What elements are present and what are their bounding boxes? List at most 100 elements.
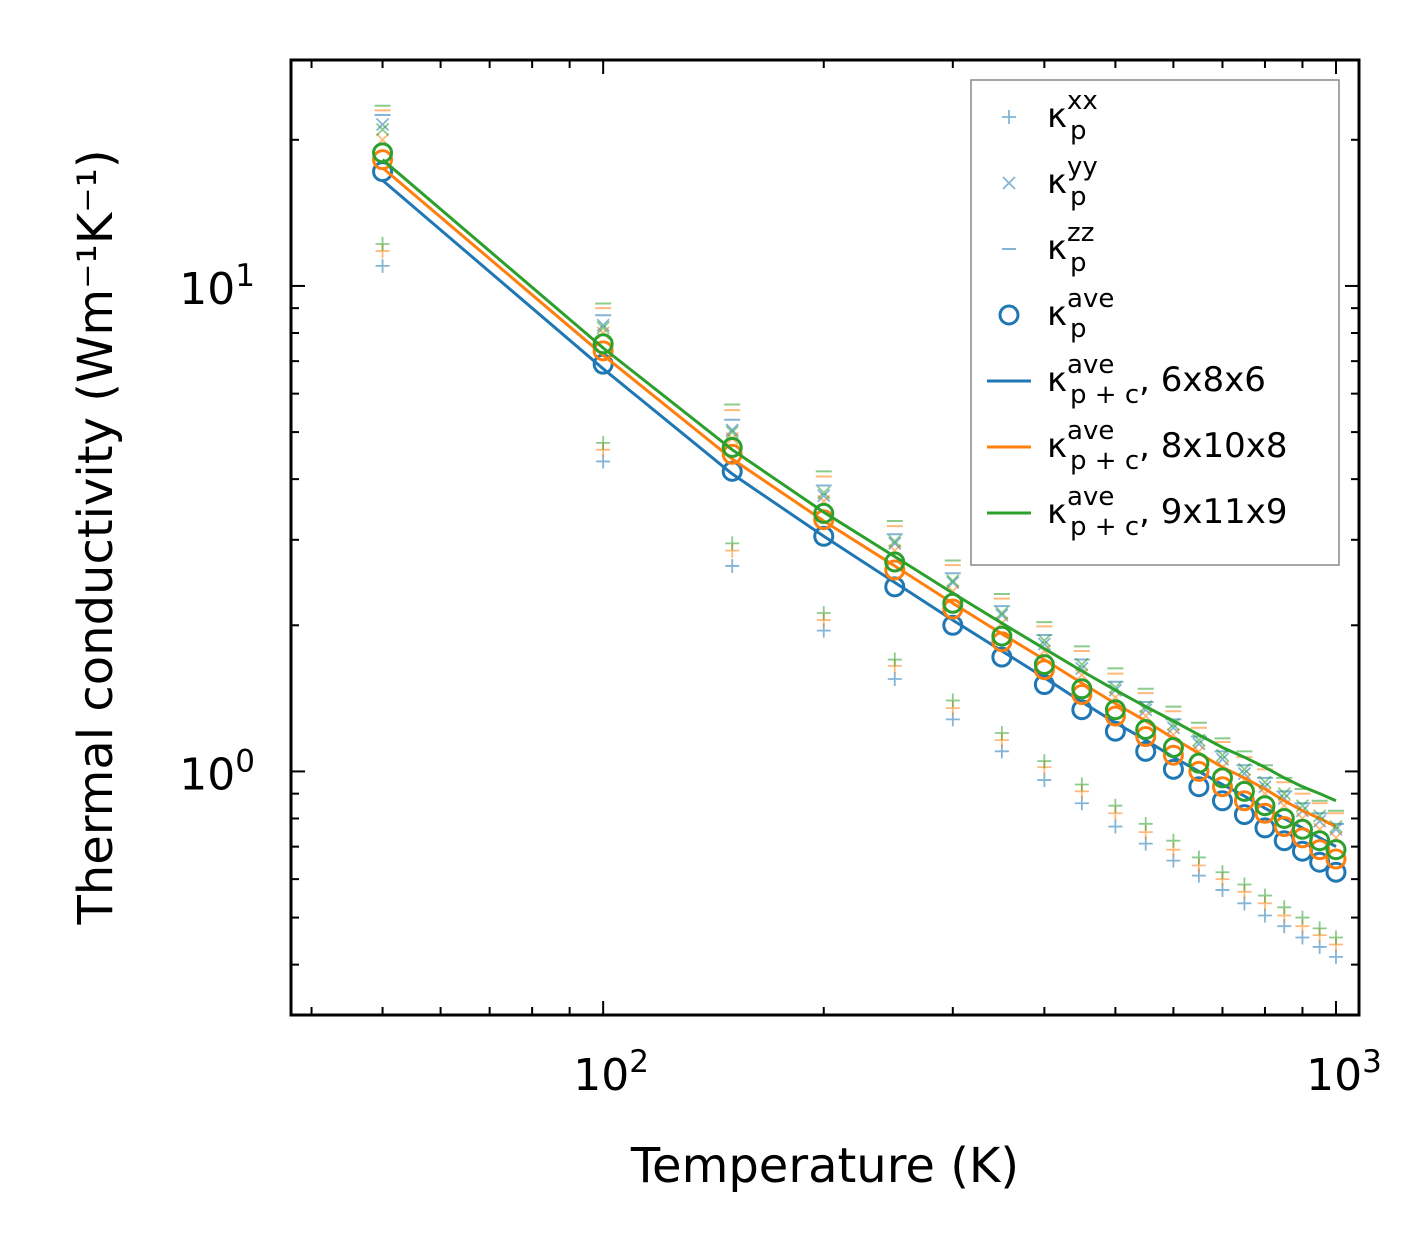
kappa-ave-point [1104,720,1126,742]
kappa-xx-point [1237,877,1252,892]
kappa-ave-point [1135,740,1157,762]
kappa-ave-point [1188,776,1210,798]
kappa-ave-point [1254,802,1276,824]
kappa-ave-point [1071,699,1093,721]
kappa-xx-point [1328,930,1343,945]
kappa-xx-point [1312,921,1327,936]
kappa-ave-point [1325,848,1347,870]
kappa-ave-point [372,142,394,164]
legend-marker-plus [1002,110,1016,124]
kappa-ave-point [372,149,394,171]
legend-label: κxx p [1047,86,1098,146]
kappa-xx-point [1074,777,1089,792]
kappa-yy-point [1329,819,1343,834]
y-tick-label: 100 [179,743,255,800]
kappa-xx-point [816,605,831,620]
kappa-yy-point [817,486,831,500]
kappa-xx-point [1257,908,1272,923]
kappa-ave-point [592,333,614,355]
legend-label: κyy p [1047,152,1098,212]
kappa-xx-point [887,652,902,667]
kappa-yy-point [1139,699,1153,714]
kappa-xx-point [1074,796,1089,811]
kappa-xx-point [887,672,902,687]
kappa-yy-point [995,606,1009,620]
kappa-ave-point [1233,780,1255,802]
kappa-yy-point [375,117,390,132]
x-axis-label: Temperature (K) [630,1138,1019,1194]
kappa-xx-point [725,558,740,573]
kappa-xx-point [1108,819,1123,834]
kappa-xx-point [994,725,1009,740]
legend-marker-circle [998,304,1020,326]
kappa-ave-point [1211,776,1233,798]
legend-box [970,79,1340,566]
kappa-ave-point [1291,818,1313,840]
kappa-ave-point [1071,684,1093,706]
legend-marker-cross [1002,176,1016,190]
kappa-xx-point [1108,798,1123,813]
kappa-xx-point [1037,773,1052,788]
kappa-yy-point [1075,668,1089,682]
kappa-ave-point [592,340,614,362]
kappa-yy-point [1075,657,1089,672]
kappa-ave-point [1104,699,1126,721]
legend-label: κzz p [1047,218,1094,278]
kappa-ave-point [1104,705,1126,727]
legend-label: κave p + c, 9x11x9 [1047,482,1288,542]
kappa-xx-point [1257,888,1272,903]
kappa-yy-point [1313,809,1327,823]
kappa-ave-point [1188,752,1210,774]
kappa-yy-point [375,122,390,137]
legend-entry: κyy p [1002,152,1098,212]
kappa-ave-point [884,551,906,573]
kappa-xx-point [1328,949,1343,964]
kappa-pc-line-9x11x9 [381,158,1337,803]
kappa-ave-point [1033,674,1055,696]
kappa-yy-point [946,574,960,588]
kappa-yy-point [1166,717,1181,732]
kappa-ave-point [1254,795,1276,817]
kappa-yy-point [817,488,831,503]
kappa-ave-point [1071,678,1093,700]
kappa-ave-point [1162,758,1184,780]
plot-frame [289,58,1361,1017]
kappa-yy-point [596,321,610,335]
kappa-ave-point [1325,861,1347,883]
kappa-ave-point [1033,654,1055,676]
kappa-ave-point [1309,839,1331,861]
kappa-ave-point [1233,804,1255,826]
tick-labels: 102 103 100 101 [179,258,1382,1101]
legend-entry: κave p [998,284,1114,344]
kappa-ave-point [991,646,1013,668]
kappa-ave-point [1135,719,1157,741]
legend-label: κave p [1047,284,1114,344]
kappa-ave-point [942,598,964,620]
legend-label: κave p + c, 8x10x8 [1047,416,1288,476]
kappa-xx-point [1215,865,1230,880]
kappa-xx-point [1037,754,1052,769]
kappa-xx-point [1138,816,1153,831]
kappa-yy-point [1277,787,1291,801]
kappa-xx-point [1166,833,1181,848]
kappa-ave-point [1273,807,1295,829]
kappa-xx-point [1191,850,1206,865]
kappa-ave-point [1309,830,1331,852]
x-tick-label: 103 [1306,1044,1382,1101]
legend-label: κave p + c, 6x8x6 [1047,350,1266,410]
kappa-pc-line-8x10x8 [381,166,1337,828]
kappa-ave-point [1135,726,1157,748]
x-tick-label: 102 [573,1044,649,1101]
legend-entry: κzz p [1002,218,1094,278]
y-tick-label: 101 [179,258,255,315]
kappa-yy-point [1258,775,1272,789]
kappa-ave-point [1162,737,1184,759]
kappa-xx-point [596,435,611,450]
kappa-ave-point [721,436,743,458]
kappa-ave-point [1233,790,1255,812]
kappa-ave-point [884,559,906,581]
kappa-ave-point [1188,760,1210,782]
kappa-ave-point [991,625,1013,647]
